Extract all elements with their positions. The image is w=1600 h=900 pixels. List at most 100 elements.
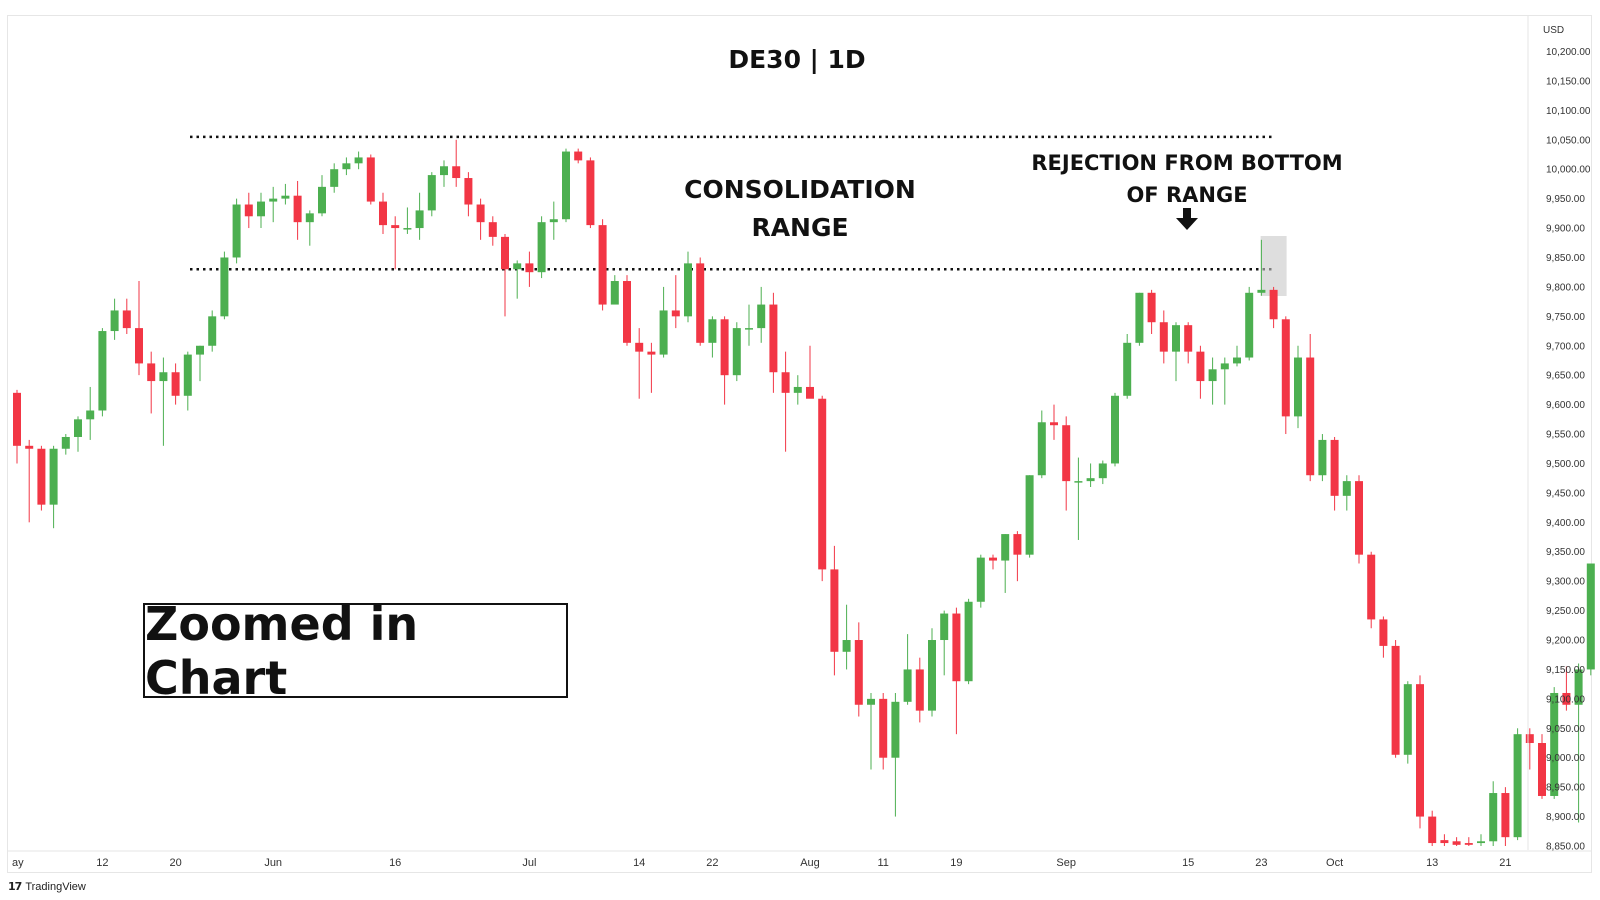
chart-frame [7,15,1592,873]
candle [818,395,827,582]
candle-body [879,698,888,758]
candle-body [1025,475,1034,555]
candle [513,260,522,299]
candle-body [818,398,827,570]
candle-body [232,204,241,258]
candle-body [1416,684,1424,817]
candle [684,251,692,323]
candle-body [366,157,375,202]
candle [244,192,253,229]
candle-body [476,204,485,223]
x-tick-label: 22 [706,857,718,869]
candle [903,634,912,705]
tradingview-logo[interactable]: 17 TradingView [8,880,86,893]
candle [501,233,509,317]
candle [586,157,595,229]
candle [952,607,961,735]
candle-body [891,701,900,758]
candle-body [671,310,680,317]
candle-body [208,316,217,346]
candle-body [940,613,949,641]
candle [1489,781,1498,846]
candle-body [196,345,204,355]
candle [635,328,644,399]
candle-body [342,163,351,170]
candle-body [354,157,363,164]
candle-body [464,178,473,205]
y-tick-label: 9,300.00 [1546,577,1585,588]
candle-body [452,166,461,179]
candle [49,445,58,529]
candle [1269,286,1278,329]
candle-body [562,151,570,220]
candle [1013,531,1022,582]
candle-body [110,310,119,332]
range-lines [190,135,1272,271]
candle [281,183,290,205]
candle [1477,834,1485,846]
candle-body [1428,816,1437,844]
candle-body [549,219,558,223]
tradingview-name: TradingView [25,880,86,893]
candle-body [684,263,692,317]
candle-body [379,201,387,226]
candle-body [488,222,497,237]
currency-label: USD [1543,25,1564,36]
candle-body [598,225,607,305]
candle [1574,663,1583,823]
candle-body [806,386,814,399]
candle-body [1306,357,1315,476]
candle [1330,436,1339,511]
candle [525,251,534,287]
zoomed-label-box: Zoomed in Chart [143,597,568,705]
candle-body [1452,841,1461,845]
candle-body [732,328,741,376]
x-tick-label: 14 [633,857,645,869]
y-tick-label: 9,700.00 [1546,341,1585,352]
candle-body [830,569,839,652]
y-tick-label: 9,450.00 [1546,488,1585,499]
candle-body [1123,342,1132,396]
y-tick-label: 10,050.00 [1546,135,1591,146]
down-arrow-icon [1176,208,1198,230]
candle [696,257,705,346]
candle [183,351,192,411]
candle-body [1281,319,1290,417]
candle [1513,728,1522,841]
candle-body [757,304,766,329]
candle-body [318,186,326,214]
candle [623,275,631,346]
candle-body [1074,481,1083,483]
candle [915,657,924,723]
candle [1098,460,1107,485]
candle-body [1440,840,1449,844]
candle [830,545,839,676]
candle-body [1220,363,1229,370]
candle [940,610,949,676]
candle [147,351,156,414]
candle [574,148,583,164]
candle [1037,410,1046,479]
y-tick-label: 10,100.00 [1546,106,1591,117]
candle [440,160,448,187]
candle-body [1050,422,1058,426]
candle [232,198,241,264]
y-axis-ticks[interactable]: 10,200.00 10,150.00 10,100.00 10,050.00 10,0… [1546,47,1591,853]
x-axis-ticks[interactable]: ay 12 20 Jun 16 Jul 14 22 Aug 11 19 Sep 15 23 Oct 13 21 [12,857,1512,869]
y-tick-label: 9,050.00 [1546,724,1585,735]
candle-body [647,351,656,355]
candle [854,622,863,717]
candle-body [1342,481,1351,496]
candle [842,604,851,670]
candle-body [1135,292,1144,343]
candle [196,345,204,382]
candle [1464,837,1473,846]
candle [989,554,997,570]
candle [1428,810,1437,846]
candle-body [903,669,912,702]
y-tick-label: 9,100.00 [1546,694,1585,705]
candle-body [586,160,595,226]
candle [1440,834,1449,846]
candle-body [440,166,448,176]
candle-body [1391,645,1400,755]
